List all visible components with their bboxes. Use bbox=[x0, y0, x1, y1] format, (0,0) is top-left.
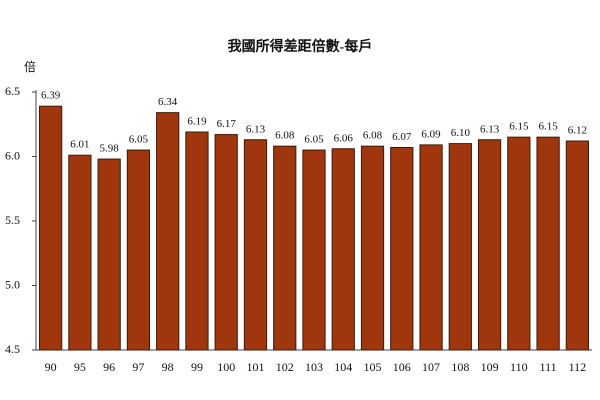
x-tick-label: 106 bbox=[393, 360, 411, 374]
bar bbox=[273, 145, 297, 351]
x-tick-label: 105 bbox=[364, 360, 382, 374]
value-label: 5.98 bbox=[100, 143, 120, 155]
value-label: 6.08 bbox=[363, 130, 383, 142]
value-label: 6.12 bbox=[568, 125, 587, 137]
bar bbox=[214, 134, 238, 351]
value-label: 6.07 bbox=[392, 131, 412, 143]
value-label: 6.09 bbox=[421, 128, 441, 140]
value-label: 6.15 bbox=[509, 121, 529, 133]
value-label: 6.13 bbox=[480, 123, 500, 135]
value-label: 6.08 bbox=[275, 130, 295, 142]
x-tick-label: 112 bbox=[569, 360, 587, 374]
x-tick-label: 109 bbox=[481, 360, 499, 374]
x-tick-label: 111 bbox=[540, 360, 557, 374]
x-tick-label: 95 bbox=[74, 360, 86, 374]
bar bbox=[97, 158, 121, 351]
y-tick-label: 6.5 bbox=[5, 84, 20, 98]
value-label: 6.05 bbox=[304, 134, 324, 146]
bar bbox=[390, 146, 414, 351]
x-tick-label: 99 bbox=[191, 360, 203, 374]
bar bbox=[68, 154, 92, 351]
chart-title: 我國所得差距倍數-每戶 bbox=[228, 38, 373, 55]
x-tick-label: 102 bbox=[276, 360, 294, 374]
value-label: 6.13 bbox=[246, 123, 266, 135]
bar bbox=[477, 139, 502, 351]
bar bbox=[331, 148, 355, 351]
bar bbox=[565, 140, 589, 351]
x-tick-label: 101 bbox=[246, 360, 264, 374]
bar bbox=[156, 112, 180, 351]
y-axis-label: 倍 bbox=[24, 59, 36, 74]
value-label: 6.34 bbox=[158, 96, 178, 108]
bar bbox=[302, 149, 326, 351]
bar bbox=[360, 145, 385, 351]
x-tick-label: 90 bbox=[45, 360, 57, 374]
bar bbox=[507, 136, 531, 351]
value-label: 6.01 bbox=[70, 139, 89, 151]
bar bbox=[185, 131, 209, 351]
y-tick-label: 6.0 bbox=[5, 148, 20, 162]
value-label: 6.10 bbox=[451, 127, 471, 139]
bar bbox=[536, 136, 560, 351]
bar bbox=[243, 139, 268, 351]
bar bbox=[126, 149, 151, 351]
bar bbox=[39, 105, 63, 351]
x-tick-label: 98 bbox=[162, 360, 174, 374]
value-label: 6.05 bbox=[129, 134, 149, 146]
x-tick-label: 96 bbox=[103, 360, 115, 374]
value-label: 6.39 bbox=[41, 90, 61, 102]
bar bbox=[419, 144, 443, 351]
x-tick-label: 107 bbox=[422, 360, 440, 374]
x-tick-label: 97 bbox=[132, 360, 144, 374]
y-tick-label: 5.5 bbox=[5, 213, 20, 227]
x-tick-label: 104 bbox=[334, 360, 352, 374]
x-tick-label: 100 bbox=[217, 360, 235, 374]
y-tick-label: 4.5 bbox=[5, 342, 20, 356]
value-label: 6.19 bbox=[187, 116, 207, 128]
x-tick-label: 108 bbox=[451, 360, 469, 374]
value-label: 6.06 bbox=[334, 132, 354, 144]
x-tick-label: 103 bbox=[305, 360, 323, 374]
y-tick-label: 5.0 bbox=[5, 277, 20, 291]
value-label: 6.17 bbox=[217, 118, 237, 130]
bar bbox=[448, 143, 472, 351]
value-label: 6.15 bbox=[538, 121, 558, 133]
x-tick-label: 110 bbox=[510, 360, 528, 374]
